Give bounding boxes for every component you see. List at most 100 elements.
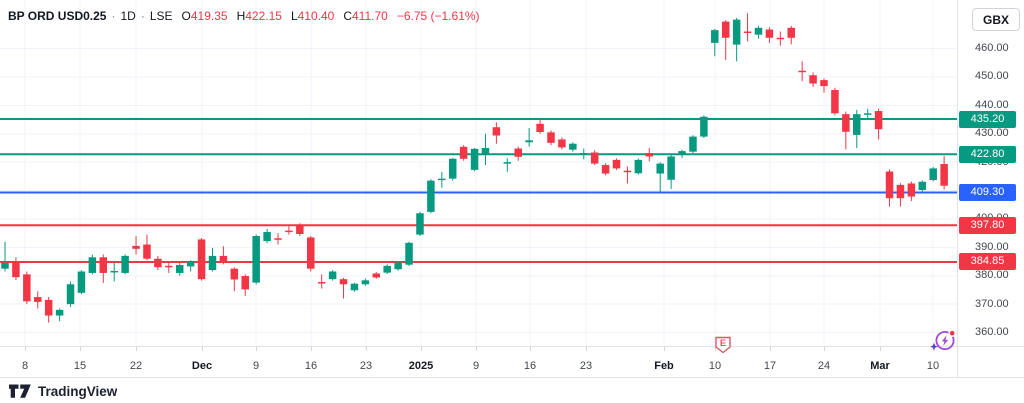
candlestick[interactable]: [197, 237, 206, 281]
candlestick[interactable]: [99, 254, 108, 283]
candlestick[interactable]: [569, 142, 577, 152]
candlestick[interactable]: [394, 261, 402, 271]
earnings-icon[interactable]: E: [713, 335, 733, 360]
candlestick[interactable]: [110, 261, 118, 282]
exchange-label[interactable]: LSE: [149, 9, 173, 23]
candlestick[interactable]: [448, 157, 457, 181]
candlestick[interactable]: [612, 158, 621, 170]
currency-button[interactable]: GBX: [972, 8, 1020, 31]
candlestick[interactable]: [296, 223, 304, 237]
candlestick[interactable]: [711, 28, 719, 57]
candlestick[interactable]: [689, 135, 697, 154]
candlestick[interactable]: [623, 166, 632, 184]
candlestick[interactable]: [525, 128, 533, 147]
candlestick[interactable]: [372, 272, 381, 279]
candlestick[interactable]: [678, 149, 686, 158]
candlestick[interactable]: [88, 254, 97, 275]
candlestick[interactable]: [656, 162, 664, 192]
candlestick[interactable]: [121, 254, 129, 275]
candlestick[interactable]: [274, 233, 282, 245]
price-line-badge[interactable]: 397.80: [959, 216, 1016, 234]
candlestick[interactable]: [252, 234, 260, 285]
candlestick[interactable]: [667, 155, 675, 189]
candlestick[interactable]: [230, 267, 239, 292]
candlestick[interactable]: [634, 158, 643, 175]
candlestick[interactable]: [918, 180, 927, 192]
candlestick[interactable]: [580, 148, 588, 160]
candlestick[interactable]: [208, 247, 217, 272]
candlestick[interactable]: [558, 137, 566, 150]
candlestick[interactable]: [383, 264, 391, 275]
candlestick[interactable]: [77, 270, 86, 295]
candlestick[interactable]: [186, 260, 195, 272]
candlestick[interactable]: [896, 183, 905, 207]
candlestick[interactable]: [853, 109, 861, 148]
candlestick-chart[interactable]: [0, 0, 1024, 346]
candlestick[interactable]: [307, 236, 315, 272]
candlestick[interactable]: [743, 13, 752, 42]
candlestick[interactable]: [317, 274, 326, 289]
candlestick[interactable]: [23, 271, 31, 305]
candlestick[interactable]: [874, 108, 883, 140]
candlestick[interactable]: [765, 27, 774, 43]
candlestick[interactable]: [44, 297, 53, 323]
candlestick[interactable]: [787, 25, 795, 45]
candlestick[interactable]: [285, 226, 293, 235]
timeframe-label[interactable]: 1D: [120, 9, 136, 23]
candlestick[interactable]: [12, 257, 20, 281]
candlestick[interactable]: [263, 228, 271, 244]
candlestick[interactable]: [842, 111, 850, 150]
candlestick[interactable]: [536, 119, 544, 134]
price-line-badge[interactable]: 409.30: [959, 184, 1016, 202]
candlestick[interactable]: [175, 262, 184, 276]
symbol-legend[interactable]: BP ORD USD0.25 · 1D · LSE O419.35 H422.1…: [8, 9, 480, 23]
price-scale[interactable]: 460.00450.00440.00430.00420.00400.00390.…: [958, 0, 1024, 346]
candlestick[interactable]: [459, 145, 468, 161]
candlestick[interactable]: [503, 158, 512, 172]
candlestick[interactable]: [732, 17, 741, 62]
candlestick[interactable]: [154, 255, 162, 271]
candlestick[interactable]: [754, 25, 763, 39]
candlestick[interactable]: [339, 277, 348, 299]
candlestick[interactable]: [481, 133, 490, 166]
candlestick[interactable]: [350, 282, 359, 292]
candlestick[interactable]: [438, 172, 446, 188]
candlestick[interactable]: [547, 130, 555, 146]
candlestick[interactable]: [645, 147, 654, 162]
candlestick[interactable]: [165, 262, 173, 273]
tradingview-logo-icon[interactable]: [8, 383, 31, 399]
price-line-badge[interactable]: 435.20: [959, 110, 1016, 128]
candlestick[interactable]: [1, 241, 9, 272]
candlestick[interactable]: [361, 278, 370, 286]
candlestick[interactable]: [132, 236, 140, 255]
candlestick[interactable]: [34, 291, 42, 309]
candlestick[interactable]: [241, 274, 249, 296]
candlestick[interactable]: [416, 211, 424, 237]
candlestick[interactable]: [143, 234, 151, 261]
candlestick[interactable]: [809, 72, 817, 87]
candlestick[interactable]: [700, 115, 708, 139]
candlestick[interactable]: [798, 61, 806, 82]
candlestick[interactable]: [55, 308, 64, 322]
candlestick[interactable]: [885, 169, 894, 207]
candlestick[interactable]: [590, 150, 599, 166]
candlestick[interactable]: [328, 270, 337, 281]
candlestick[interactable]: [831, 87, 839, 116]
candlestick[interactable]: [776, 31, 785, 46]
time-scale[interactable]: 8 15 22 Dec 9 16 23 2025 9 16 23 Feb 10 17 24 Mar 10: [0, 347, 1024, 377]
candlestick[interactable]: [907, 181, 916, 202]
candlestick[interactable]: [492, 122, 501, 144]
price-line-badge[interactable]: 422.80: [959, 145, 1016, 163]
candlestick[interactable]: [405, 241, 413, 267]
price-line-badge[interactable]: 384.85: [959, 253, 1016, 271]
candlestick[interactable]: [470, 147, 479, 172]
candlestick[interactable]: [427, 179, 435, 214]
candlestick[interactable]: [863, 108, 872, 121]
candlestick[interactable]: [929, 166, 937, 182]
brand-name[interactable]: TradingView: [38, 383, 118, 399]
symbol-name[interactable]: BP ORD USD0.25: [8, 9, 107, 23]
candlestick[interactable]: [721, 20, 730, 60]
candlestick[interactable]: [66, 281, 75, 308]
candlestick[interactable]: [601, 163, 610, 176]
flash-events-icon[interactable]: [928, 327, 958, 359]
